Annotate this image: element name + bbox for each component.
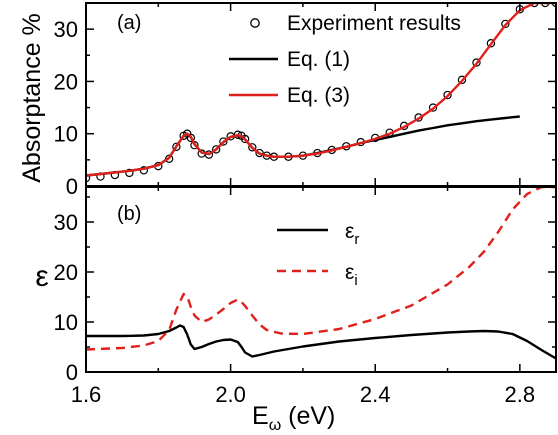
panel-a-y-axis-title: Absorptance %	[18, 13, 46, 183]
data-point-a-series-0	[443, 90, 452, 100]
y-tick-label-b: 20	[54, 260, 78, 285]
legend-eps-i-label: εi	[345, 261, 358, 289]
y-tick-label-a: 30	[54, 17, 78, 42]
y-tick-label-b: 10	[54, 310, 78, 335]
x-tick-label: 2.4	[360, 382, 391, 407]
series-line-b-1	[86, 187, 556, 351]
panel-b-y-axis-title: ε	[35, 260, 48, 293]
data-point-a-series-0	[486, 39, 496, 48]
panel-a-legend: Experiment results Eq. (1) Eq. (3)	[229, 12, 461, 107]
panel-a-series-layer	[86, 3, 556, 183]
legend-eq3-label: Eq. (3)	[287, 84, 350, 107]
panel-b: 0 10 20 30 1.6 2.0 2.4 2.8 (b) ε εr εi Eω (eV)	[35, 186, 557, 434]
y-tick-label-b: 30	[54, 210, 78, 235]
data-point-a-series-0	[172, 142, 181, 151]
data-point-a-series-0	[204, 150, 214, 159]
data-point-a-series-0	[186, 133, 196, 143]
data-point-a-series-0	[233, 130, 243, 139]
data-point-a-series-0	[428, 103, 438, 112]
x-tick-label: 2.0	[215, 382, 246, 407]
y-tick-label-a: 10	[54, 122, 78, 147]
legend-eq1-label: Eq. (1)	[287, 48, 350, 71]
data-point-a-series-0	[240, 134, 250, 144]
data-point-a-series-0	[255, 148, 264, 158]
data-point-a-series-0	[211, 145, 221, 154]
x-axis-title: Eω (eV)	[252, 402, 335, 434]
data-point-a-series-0	[248, 143, 257, 152]
data-point-a-series-0	[472, 58, 481, 67]
legend-eps-r-label: εr	[345, 220, 359, 248]
panel-b-series-layer	[86, 187, 556, 360]
data-point-a-series-0	[457, 75, 467, 85]
y-tick-label-a: 0	[66, 174, 78, 199]
data-point-a-series-0	[125, 168, 134, 178]
panel-b-axes: 0 10 20 30 1.6 2.0 2.4 2.8	[54, 186, 557, 407]
x-tick-label: 2.8	[505, 382, 536, 407]
panel-a: 0 10 20 30 (a) Absorptance % Experiment res…	[18, 2, 557, 199]
panel-b-label: (b)	[117, 203, 141, 225]
panel-a-label: (a)	[117, 12, 141, 34]
series-line-a-2	[86, 3, 556, 177]
plot-frame-b	[85, 186, 557, 373]
data-point-a-series-0	[540, 3, 550, 8]
series-line-b-0	[86, 324, 556, 360]
y-tick-label-a: 20	[54, 69, 78, 94]
y-tick-label-b: 0	[66, 360, 78, 385]
data-point-a-series-0	[530, 3, 539, 8]
data-point-a-series-0	[219, 137, 228, 146]
legend-experiment-marker	[250, 18, 260, 28]
data-point-a-series-0	[501, 19, 510, 29]
panel-b-legend: εr εi	[277, 220, 359, 289]
legend-experiment-label: Experiment results	[287, 12, 461, 35]
x-tick-label: 1.6	[71, 382, 102, 407]
